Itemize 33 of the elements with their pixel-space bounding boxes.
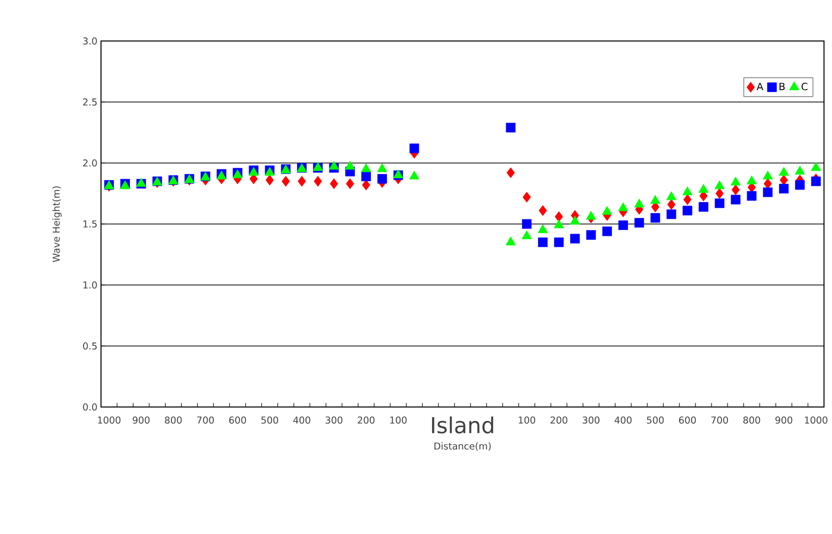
x-tick-label: 700	[197, 416, 214, 424]
legend-label: C	[802, 82, 808, 90]
x-tick-label: 400	[293, 416, 310, 424]
y-tick-label: 2.5	[83, 98, 97, 106]
legend-label: B	[780, 82, 785, 90]
x-tick-label: Island	[432, 416, 494, 434]
x-tick-label: 300	[326, 416, 342, 424]
x-tick-label: 1000	[98, 416, 120, 424]
x-tick-label: 600	[229, 416, 246, 424]
y-axis-title: Wave Height(m)	[52, 186, 62, 262]
x-tick-label: 600	[679, 416, 696, 424]
x-tick-label: 100	[518, 416, 536, 424]
x-tick-label: 300	[582, 416, 600, 424]
x-tick-label: 800	[164, 416, 182, 424]
y-tick-label: 0.0	[83, 403, 97, 411]
y-tick-label: 3.0	[83, 37, 97, 45]
x-tick-label: 500	[647, 416, 664, 424]
x-tick-label: 700	[711, 416, 728, 424]
x-tick-label: 800	[743, 416, 760, 424]
x-tick-label: 100	[390, 416, 407, 424]
legend-label: A	[756, 82, 764, 90]
x-tick-label: 400	[614, 416, 632, 424]
x-axis-title: Distance(m)	[434, 442, 491, 451]
x-tick-label: 1000	[804, 416, 828, 424]
x-tick-label: 200	[358, 416, 375, 424]
x-tick-label: 500	[261, 416, 278, 424]
y-tick-label: 1.5	[83, 220, 97, 228]
y-tick-label: 0.5	[83, 342, 97, 350]
x-tick-label: 900	[132, 416, 150, 424]
y-tick-label: 1.0	[83, 281, 97, 289]
x-tick-label: 900	[775, 416, 792, 424]
y-tick-label: 2.0	[83, 159, 97, 167]
x-tick-label: 200	[550, 416, 568, 424]
